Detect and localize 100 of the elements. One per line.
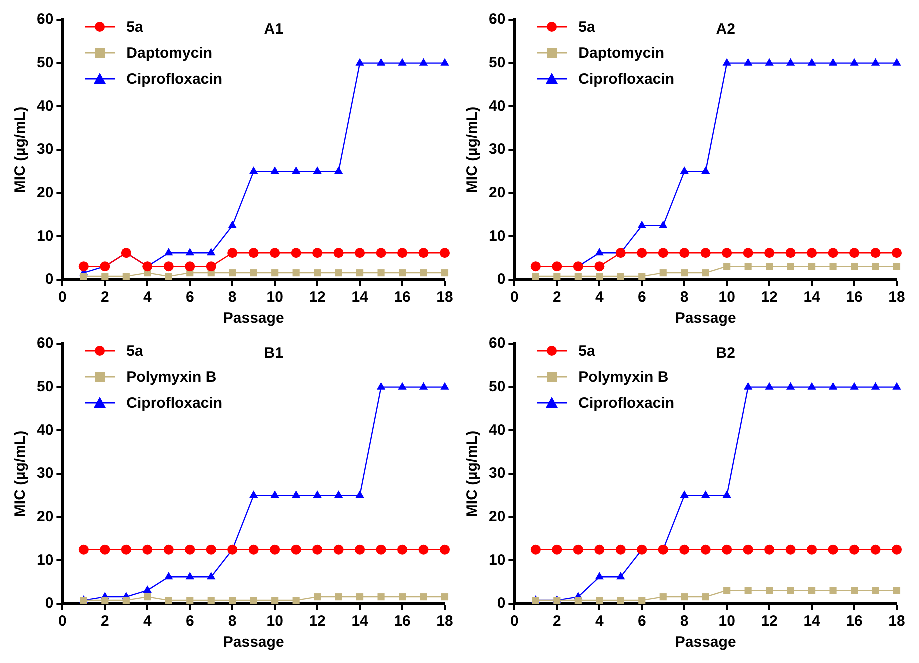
- point: [573, 262, 584, 272]
- point: [850, 58, 859, 66]
- point: [248, 248, 259, 258]
- point: [681, 270, 688, 277]
- point: [334, 544, 344, 555]
- y-tick-label: 30: [488, 141, 506, 158]
- point: [355, 544, 366, 555]
- point: [828, 248, 838, 258]
- chart-title: B1: [264, 345, 284, 362]
- x-tick-label: 16: [846, 289, 863, 306]
- point: [807, 544, 818, 555]
- x-tick-label: 4: [143, 613, 152, 630]
- point: [660, 594, 667, 601]
- point: [594, 262, 605, 272]
- point: [121, 248, 132, 258]
- point: [828, 58, 838, 66]
- y-tick-label: 40: [36, 422, 54, 439]
- point: [165, 273, 172, 280]
- x-tick-label: 4: [595, 289, 604, 306]
- point: [850, 248, 860, 258]
- point: [532, 273, 540, 280]
- y-axis-title: MIC (µg/mL): [464, 106, 482, 194]
- point: [765, 382, 774, 390]
- point: [596, 597, 604, 604]
- point: [722, 490, 732, 498]
- y-tick-label: 20: [36, 184, 54, 202]
- y-tick-label: 20: [488, 508, 506, 526]
- point: [440, 58, 450, 66]
- point: [786, 248, 796, 258]
- x-tick-label: 0: [58, 613, 67, 630]
- point: [250, 270, 258, 277]
- point: [892, 248, 902, 258]
- x-tick-label: 12: [761, 613, 778, 630]
- point: [658, 544, 668, 555]
- point: [440, 544, 450, 555]
- point: [335, 594, 342, 601]
- point: [314, 270, 322, 277]
- point: [637, 248, 648, 258]
- point: [702, 594, 710, 601]
- point: [102, 597, 109, 604]
- point: [229, 597, 236, 604]
- legend-label: Polymyxin B: [578, 368, 669, 386]
- point: [143, 586, 152, 594]
- legend-label: Ciprofloxacin: [578, 394, 675, 412]
- point: [680, 166, 689, 174]
- point: [229, 270, 236, 277]
- point: [617, 273, 624, 280]
- point: [681, 594, 688, 601]
- point: [186, 248, 194, 256]
- point: [272, 597, 279, 604]
- point: [616, 544, 626, 555]
- point: [144, 594, 152, 601]
- point: [420, 270, 428, 277]
- point: [828, 382, 838, 390]
- point: [186, 597, 194, 604]
- y-tick-label: 30: [36, 465, 54, 482]
- point: [208, 597, 215, 604]
- y-tick-label: 10: [488, 552, 506, 569]
- point: [722, 248, 732, 258]
- point: [637, 544, 648, 555]
- point: [312, 248, 323, 258]
- point: [787, 587, 794, 594]
- y-tick-label: 40: [36, 98, 54, 115]
- point: [80, 273, 88, 280]
- point: [376, 58, 386, 66]
- legend-label: Ciprofloxacin: [126, 70, 223, 88]
- point: [312, 544, 323, 555]
- x-axis-title: Passage: [223, 310, 284, 328]
- point: [595, 248, 604, 256]
- x-tick-label: 0: [58, 289, 67, 306]
- point: [142, 544, 153, 555]
- x-axis-title: Passage: [675, 634, 736, 652]
- x-tick-label: 4: [595, 613, 604, 630]
- x-tick-label: 8: [680, 613, 689, 630]
- point: [638, 597, 646, 604]
- x-tick-label: 18: [888, 613, 906, 630]
- point: [554, 273, 561, 280]
- legend-label: 5a: [126, 18, 144, 36]
- point: [722, 58, 732, 66]
- point: [270, 248, 280, 258]
- point: [292, 166, 301, 174]
- point: [808, 587, 816, 594]
- point: [164, 248, 174, 256]
- point: [314, 594, 322, 601]
- point: [292, 270, 300, 277]
- y-tick-label: 0: [497, 595, 506, 612]
- point: [574, 273, 582, 280]
- point: [872, 587, 880, 594]
- y-tick-label: 20: [488, 184, 506, 202]
- x-tick-label: 14: [352, 613, 370, 630]
- point: [398, 594, 406, 601]
- point: [356, 594, 364, 601]
- point: [102, 273, 109, 280]
- x-tick-label: 8: [228, 613, 237, 630]
- point: [335, 270, 342, 277]
- y-tick-label: 20: [36, 508, 54, 526]
- point: [122, 273, 130, 280]
- legend-label: 5a: [578, 18, 596, 36]
- legend-label: Ciprofloxacin: [126, 394, 223, 412]
- y-tick-label: 10: [36, 552, 54, 569]
